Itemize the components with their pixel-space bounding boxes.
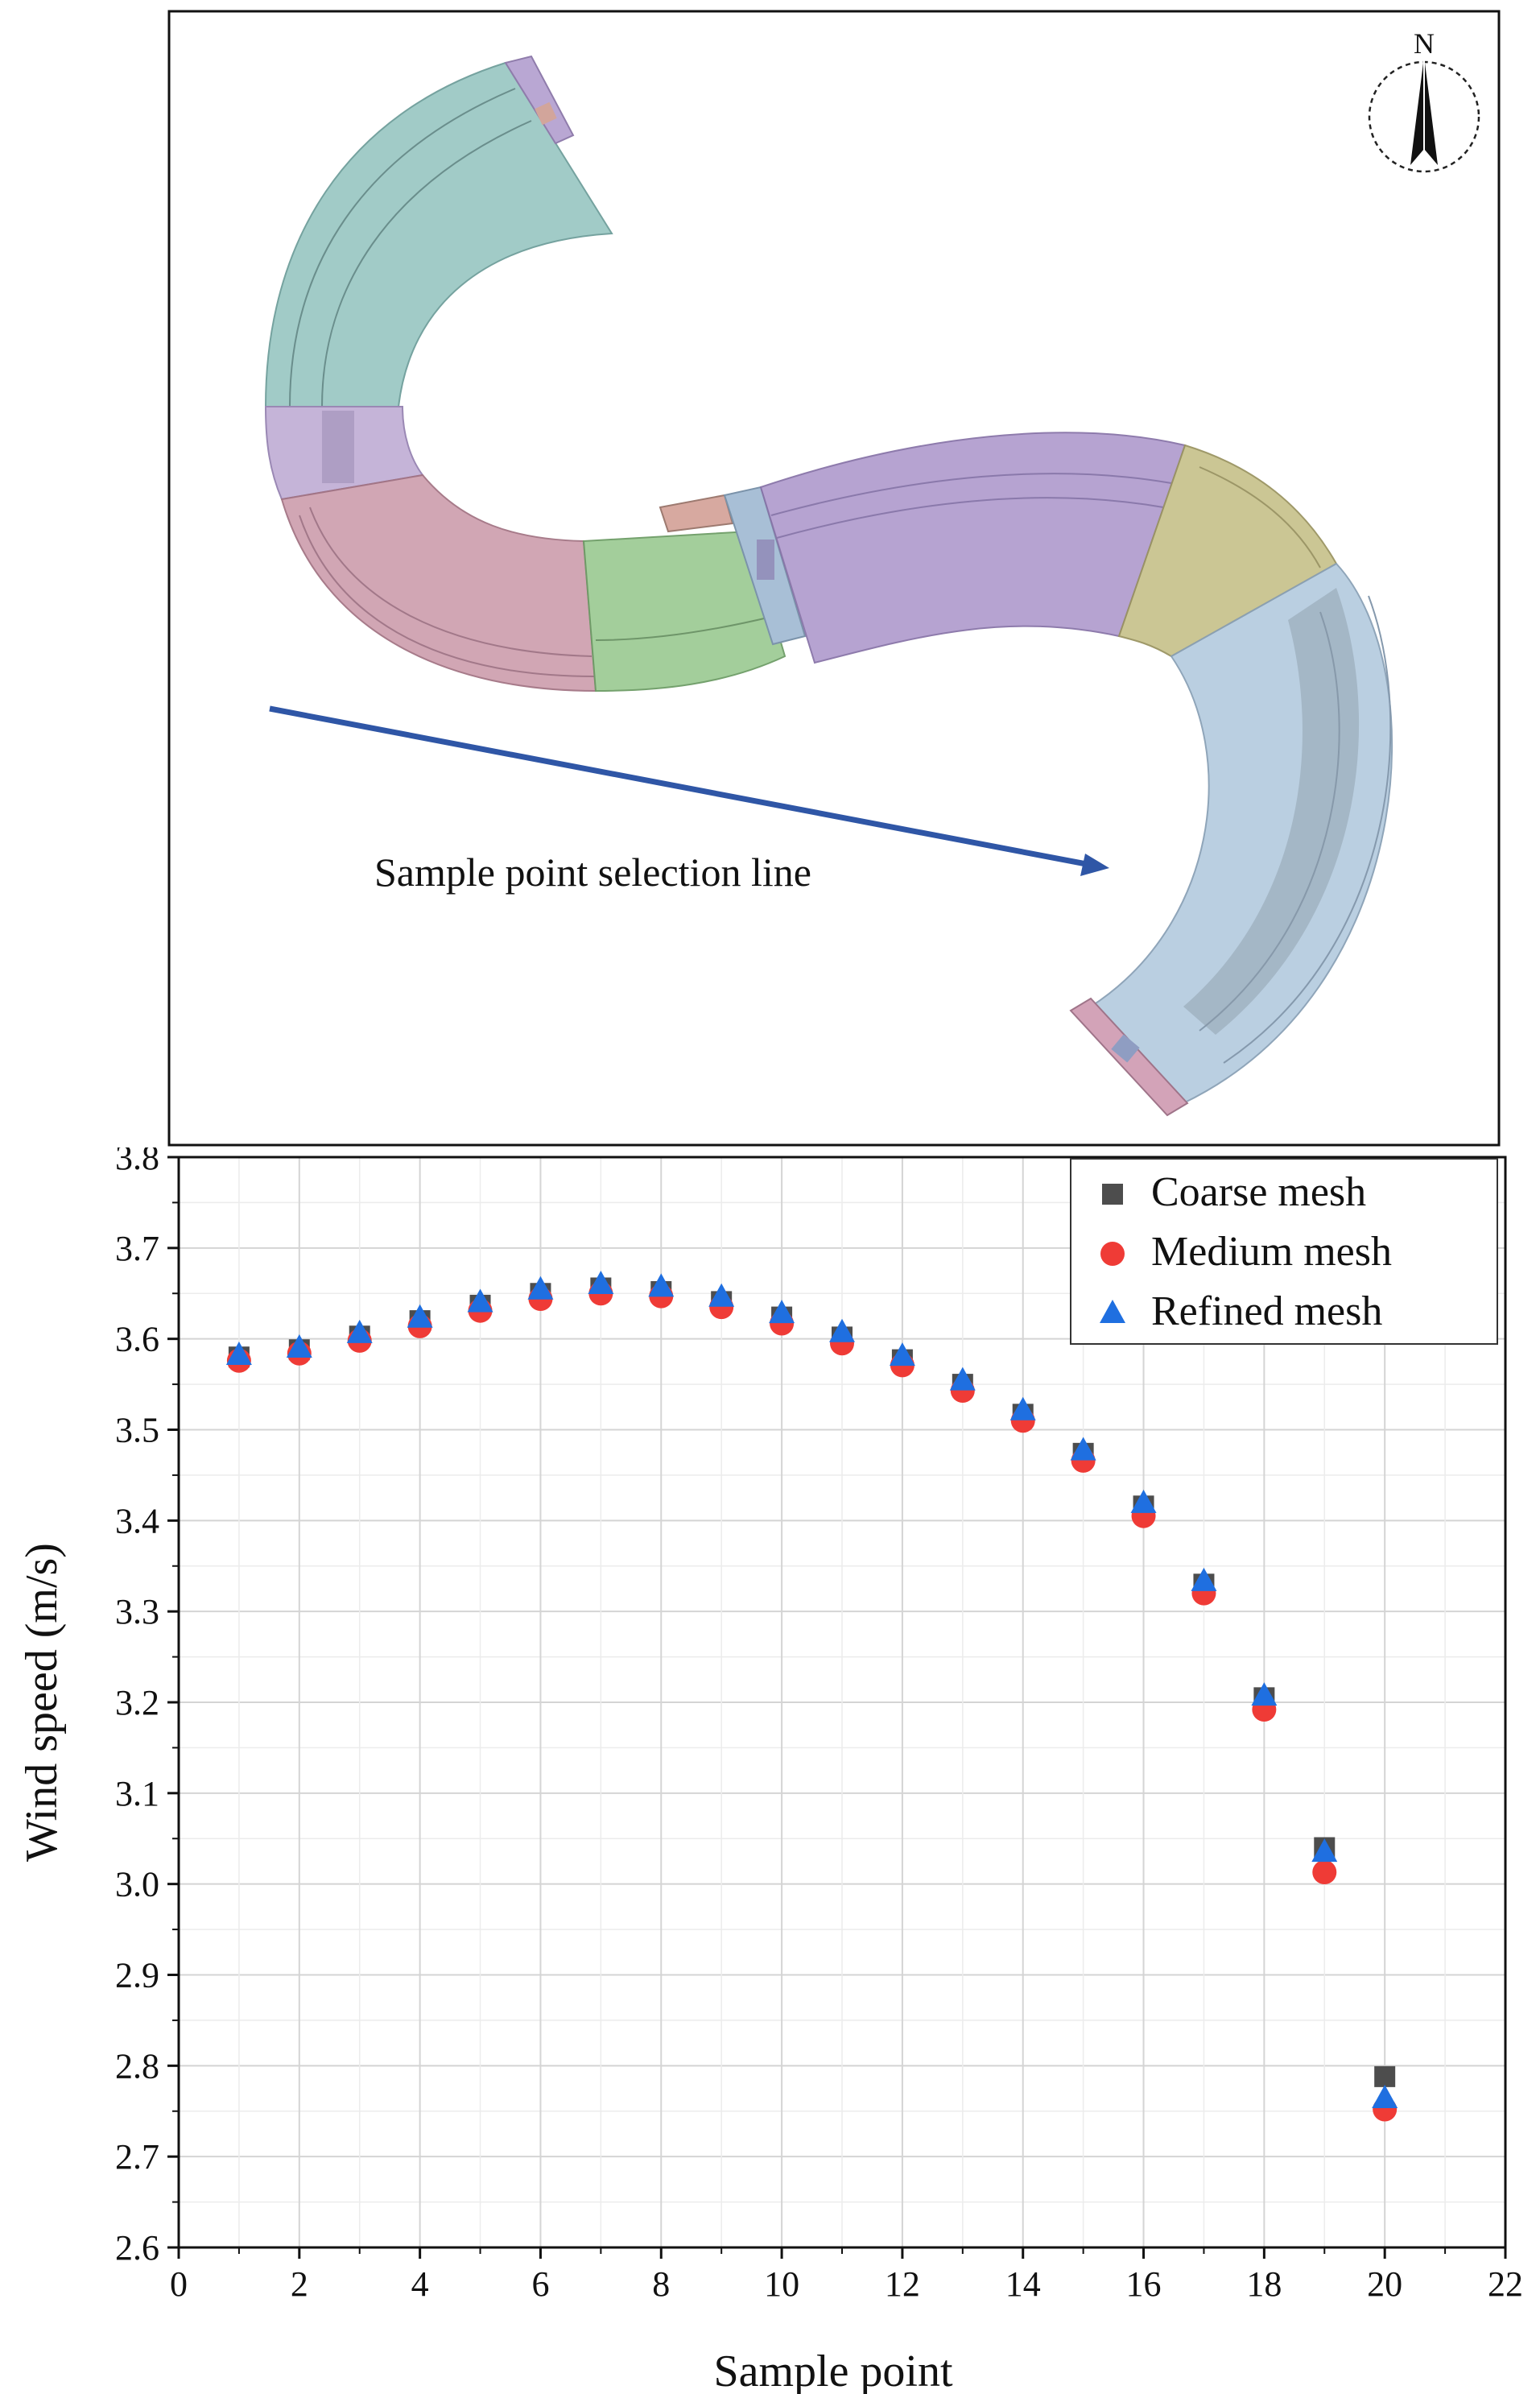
x-tick-label: 16: [1126, 2264, 1162, 2304]
sample-point-selection-line: [269, 705, 1096, 869]
refined-mesh-point: [286, 1333, 312, 1358]
medium-mesh-point: [1312, 1859, 1337, 1884]
medium-mesh-legend-marker: [1100, 1242, 1125, 1266]
north-label: N: [1414, 27, 1435, 60]
corridor-segment-pink: [280, 473, 597, 693]
refined-mesh-legend-label: Refined mesh: [1151, 1288, 1382, 1334]
y-tick-label: 3.6: [115, 1320, 159, 1359]
refined-mesh-point: [527, 1276, 554, 1300]
y-tick-label: 2.7: [115, 2137, 159, 2177]
y-tick-label: 3.3: [115, 1592, 159, 1631]
refined-mesh-legend-marker: [1100, 1300, 1125, 1323]
selection-line-label: Sample point selection line: [374, 850, 811, 895]
selection-line-arrowhead: [1080, 854, 1109, 876]
data-markers: [225, 1270, 1398, 2122]
x-tick-label: 20: [1367, 2264, 1402, 2304]
corridor-connector: [659, 486, 807, 646]
y-tick-label: 2.6: [115, 2228, 159, 2268]
corridor-segment-olive: [1117, 444, 1338, 658]
x-tick-label: 22: [1488, 2264, 1523, 2304]
corridor-segment-end-cap-top: [504, 55, 575, 145]
corridor-segment-end-cap-bottom: [1069, 997, 1189, 1117]
medium-mesh-legend-label: Medium mesh: [1151, 1229, 1392, 1275]
y-tick-label: 3.0: [115, 1865, 159, 1904]
coarse-mesh-point: [1374, 2065, 1396, 2087]
y-tick-label: 3.5: [115, 1411, 159, 1450]
y-axis-ticks: 2.6 2.7 2.8 2.9 3.0 3.1 3.2 3.3 3.4 3.5 3.6 3.7 3.8: [115, 1147, 179, 2268]
x-axis-label: Sample point: [713, 2346, 953, 2394]
coarse-mesh-legend-marker: [1102, 1184, 1123, 1205]
x-tick-label: 18: [1246, 2264, 1282, 2304]
refined-mesh-point: [467, 1288, 493, 1313]
wind-speed-chart: 2.62.72.82.93.03.13.23.33.43.53.63.73.8 …: [17, 1147, 1523, 2394]
refined-mesh-point: [1251, 1682, 1278, 1706]
refined-mesh-point: [346, 1319, 373, 1343]
corridor-map-panel: Sample point selection line N: [167, 10, 1501, 1147]
chart-legend: Coarse mesh Medium mesh Refined mesh: [1070, 1158, 1498, 1345]
x-tick-label: 12: [885, 2264, 920, 2304]
corridor-segment-light-blue: [1089, 562, 1393, 1105]
x-tick-label: 14: [1005, 2264, 1041, 2304]
refined-mesh-point: [588, 1270, 614, 1294]
refined-mesh-point: [1191, 1567, 1217, 1591]
refined-mesh-point: [1130, 1489, 1157, 1513]
x-axis-ticks: 0 2 4 6 8 10 12 14 16 18 20 22: [170, 2247, 1523, 2304]
y-tick-label: 3.2: [115, 1683, 159, 1722]
y-tick-label: 3.1: [115, 1774, 159, 1813]
refined-mesh-point: [1311, 1838, 1338, 1863]
corridor-segment-lavender-joint: [264, 406, 424, 501]
refined-mesh-point: [708, 1283, 735, 1307]
x-tick-label: 6: [531, 2264, 549, 2304]
refined-mesh-point: [648, 1273, 675, 1297]
refined-mesh-point: [1372, 2084, 1398, 2108]
x-tick-label: 4: [411, 2264, 429, 2304]
corridor-segment-green: [582, 530, 787, 693]
refined-mesh-point: [1009, 1396, 1036, 1420]
y-axis-label: Wind speed (m/s): [17, 1543, 67, 1862]
refined-mesh-point: [829, 1318, 855, 1342]
legend-box: [1070, 1158, 1498, 1345]
x-tick-label: 8: [652, 2264, 670, 2304]
refined-mesh-point: [225, 1341, 252, 1365]
refined-mesh-point: [769, 1300, 795, 1324]
y-tick-label: 3.4: [115, 1501, 159, 1540]
refined-mesh-point: [407, 1304, 433, 1328]
x-tick-label: 2: [291, 2264, 308, 2304]
y-tick-label: 2.8: [115, 2046, 159, 2086]
refined-mesh-point: [889, 1342, 915, 1367]
x-tick-label: 0: [170, 2264, 188, 2304]
refined-mesh-point: [1070, 1437, 1096, 1461]
refined-mesh-point: [949, 1367, 976, 1391]
y-tick-label: 3.7: [115, 1229, 159, 1268]
x-tick-label: 10: [764, 2264, 799, 2304]
y-tick-label: 2.9: [115, 1956, 159, 1995]
y-tick-label: 3.8: [115, 1147, 159, 1177]
north-arrow-icon: [1368, 56, 1480, 173]
coarse-mesh-legend-label: Coarse mesh: [1151, 1169, 1366, 1215]
